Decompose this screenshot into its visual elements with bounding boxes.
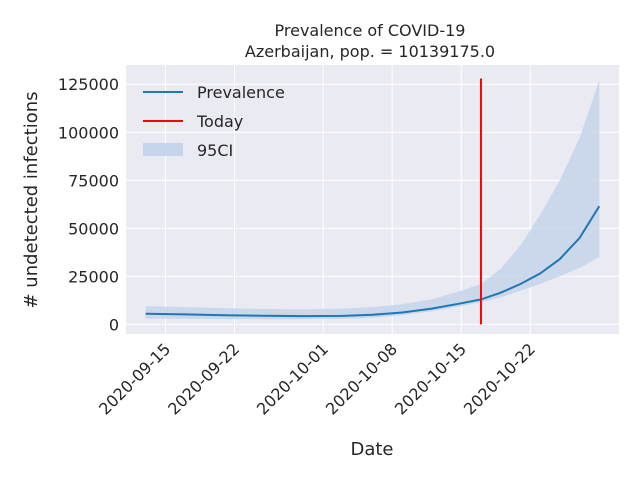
x-tick-label: 2020-10-22 <box>460 339 539 418</box>
y-tick-label: 100000 <box>58 123 119 142</box>
legend-ci-swatch <box>143 143 183 156</box>
y-axis-label: # undetected infections <box>21 91 42 308</box>
x-tick-label: 2020-10-01 <box>253 339 332 418</box>
legend: Prevalence Today 95CI <box>143 83 285 160</box>
x-tick-label: 2020-09-15 <box>95 339 174 418</box>
legend-prevalence-label: Prevalence <box>197 83 285 102</box>
legend-today-label: Today <box>196 112 243 131</box>
y-tick-label: 0 <box>109 315 119 334</box>
legend-ci-label: 95CI <box>197 141 233 160</box>
y-tick-label: 125000 <box>58 75 119 94</box>
y-tick-label: 25000 <box>68 267 119 286</box>
x-tick-label: 2020-10-08 <box>322 339 401 418</box>
chart-subtitle: Azerbaijan, pop. = 10139175.0 <box>245 42 495 61</box>
plot-area <box>126 65 619 334</box>
chart-title: Prevalence of COVID-19 <box>275 21 466 40</box>
line-layer <box>145 205 601 318</box>
x-tick-label: 2020-09-22 <box>164 339 243 418</box>
y-tick-label: 75000 <box>68 171 119 190</box>
x-axis-label: Date <box>350 439 393 460</box>
x-tick-label: 2020-10-15 <box>391 339 470 418</box>
grid-lines <box>126 65 619 334</box>
y-tick-label: 50000 <box>68 219 119 238</box>
prevalence-line <box>145 205 601 318</box>
y-tick-labels: 0 25000 50000 75000 100000 125000 <box>58 75 119 334</box>
